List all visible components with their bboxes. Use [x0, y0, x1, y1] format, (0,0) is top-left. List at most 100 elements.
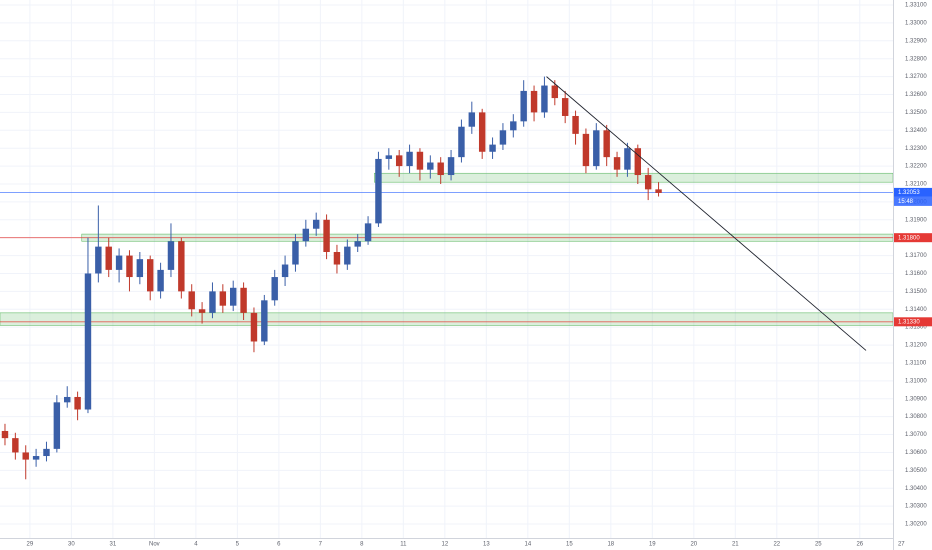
- candle-body: [312, 219, 320, 229]
- candle-body: [105, 246, 112, 270]
- y-tick-label: 1.31400: [905, 307, 927, 313]
- y-tick-label: 1.31200: [905, 343, 927, 349]
- x-tick-label: 22: [773, 542, 780, 548]
- candle-body: [572, 115, 579, 134]
- x-tick-label: 13: [483, 542, 490, 548]
- y-tick-label: 1.30600: [905, 450, 927, 456]
- candle-body: [344, 246, 351, 265]
- y-tick-label: 1.31900: [905, 217, 927, 223]
- y-tick-label: 1.30400: [905, 486, 927, 492]
- x-tick-label: 31: [110, 542, 117, 548]
- candle-body: [530, 90, 538, 113]
- candle-body: [115, 255, 123, 270]
- candle-body: [354, 241, 361, 247]
- price-label: 1.32053: [898, 190, 920, 196]
- x-tick-label: 26: [856, 542, 863, 548]
- candle-body: [178, 241, 185, 292]
- overlay: [546, 76, 867, 351]
- grid: [0, 0, 893, 538]
- x-tick-label: 5: [236, 542, 240, 548]
- candle-body: [437, 162, 444, 176]
- candle-body: [478, 112, 486, 152]
- candle-body: [271, 277, 278, 301]
- y-tick-label: 1.32200: [905, 164, 927, 170]
- candle-body: [551, 85, 559, 99]
- y-tick-label: 1.33000: [905, 20, 927, 26]
- y-tick-label: 1.31700: [905, 253, 927, 259]
- price-label: 1.31800: [898, 235, 920, 241]
- candle-body: [157, 269, 164, 292]
- countdown-box: [894, 196, 932, 206]
- y-tick-label: 1.30300: [905, 504, 927, 510]
- candle-body: [12, 438, 19, 453]
- x-tick-label: 25: [815, 542, 822, 548]
- candle-body: [240, 287, 247, 313]
- x-tick-label: Nov: [149, 542, 160, 548]
- candle-body: [416, 151, 424, 170]
- candle-body: [229, 287, 237, 306]
- price-label-box: [894, 187, 932, 197]
- candle-body: [655, 189, 662, 193]
- candle-body: [510, 121, 517, 131]
- y-tick-label: 1.30800: [905, 414, 927, 420]
- candle-body: [644, 175, 652, 190]
- candle-body: [74, 396, 81, 410]
- candle-body: [333, 251, 341, 265]
- candle-body: [447, 157, 455, 176]
- x-tick-label: 8: [360, 542, 364, 548]
- y-tick-label: 1.30700: [905, 432, 927, 438]
- candle-body: [292, 241, 299, 265]
- candle-body: [406, 151, 413, 167]
- y-tick-label: 1.31600: [905, 271, 927, 277]
- candle-body: [624, 148, 631, 170]
- candle-body: [250, 312, 258, 342]
- y-tick-label: 1.31300: [905, 325, 927, 331]
- candle-body: [613, 157, 621, 170]
- candle-body: [95, 246, 102, 274]
- y-tick-label: 1.33100: [905, 3, 927, 9]
- y-tick-label: 1.32900: [905, 38, 927, 44]
- candle-body: [167, 241, 175, 270]
- candle-body: [147, 259, 154, 292]
- candle-body: [261, 300, 268, 342]
- candle-body: [219, 291, 227, 306]
- price-label-box: [894, 317, 932, 327]
- x-tick-label: 6: [277, 542, 281, 548]
- x-tick-label: 4: [194, 542, 198, 548]
- y-tick-label: 1.30900: [905, 396, 927, 402]
- price-lines: [0, 191, 893, 323]
- x-tick-label: 29: [27, 542, 34, 548]
- candle-body: [499, 130, 507, 145]
- y-tick-label: 1.32100: [905, 182, 927, 188]
- candle-body: [603, 130, 610, 158]
- price-label-box: [894, 233, 932, 243]
- y-tick-label: 1.31100: [905, 361, 927, 367]
- x-tick-label: 21: [732, 542, 739, 548]
- x-tick-label: 15: [566, 542, 573, 548]
- candle-body: [198, 309, 206, 313]
- x-tick-label: 11: [400, 542, 407, 548]
- candle-body: [323, 219, 330, 252]
- x-tick-label: 12: [441, 542, 448, 548]
- axes: 1.30200 1.30300 1.30400 1.30500 1.30600 1.307…: [27, 3, 932, 548]
- candle-body: [395, 155, 403, 167]
- candle-body: [64, 396, 71, 403]
- x-tick-label: 27: [898, 542, 905, 548]
- candle-body: [593, 130, 600, 167]
- candles: [1, 76, 662, 480]
- candle-body: [520, 90, 527, 122]
- candle-body: [385, 155, 393, 159]
- price-label: 1.31330: [898, 319, 920, 325]
- candle-body: [541, 85, 548, 113]
- candle-body: [634, 148, 642, 176]
- candle-body: [53, 402, 61, 449]
- countdown-label: 15:48: [898, 199, 914, 205]
- y-tick-label: 1.30200: [905, 522, 927, 528]
- x-tick-label: 18: [607, 542, 614, 548]
- candle-body: [136, 259, 144, 278]
- candle-body: [126, 255, 133, 278]
- x-tick-label: 14: [524, 542, 531, 548]
- y-tick-label: 1.30500: [905, 468, 927, 474]
- candle-body: [489, 144, 496, 152]
